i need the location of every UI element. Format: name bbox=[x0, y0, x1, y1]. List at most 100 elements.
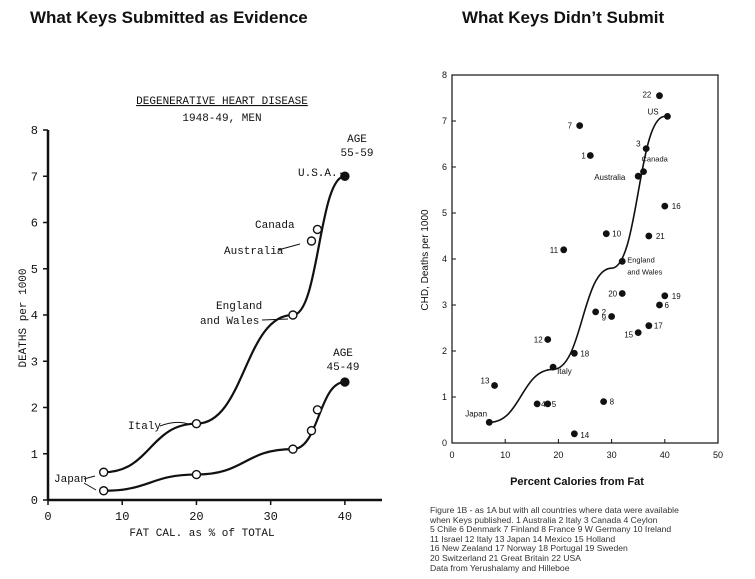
data-point bbox=[656, 92, 663, 100]
y-tick-label: 2 bbox=[31, 402, 38, 416]
italy-pointer bbox=[159, 421, 189, 427]
point-label: 22 bbox=[642, 91, 651, 100]
point-label: and Wales bbox=[627, 267, 662, 276]
point-label: US bbox=[647, 107, 658, 116]
x-tick-label: 50 bbox=[713, 450, 723, 460]
data-point bbox=[634, 172, 642, 180]
point-label: 3 bbox=[636, 140, 641, 149]
point-label: 5 bbox=[552, 400, 557, 409]
caption-line: 20 Switzerland 21 Great Britain 22 USA bbox=[430, 552, 581, 563]
point-label: England bbox=[627, 255, 655, 264]
england-label: England bbox=[216, 301, 262, 313]
data-point bbox=[640, 168, 647, 176]
point-label: 13 bbox=[481, 377, 490, 386]
point-label: 17 bbox=[654, 322, 663, 331]
y-tick-label: 4 bbox=[442, 254, 447, 264]
point-label: 15 bbox=[624, 331, 633, 340]
x-tick-label: 30 bbox=[607, 450, 617, 460]
chart-subtitle: 1948-49, MEN bbox=[182, 113, 261, 125]
age-label-young: 45-49 bbox=[326, 362, 359, 374]
x-tick-label: 20 bbox=[553, 450, 563, 460]
data-point-age-55-59 bbox=[191, 418, 202, 429]
y-tick-label: 7 bbox=[31, 170, 38, 184]
data-point bbox=[586, 152, 594, 159]
x-tick-label: 40 bbox=[660, 450, 670, 460]
y-tick-label: 6 bbox=[31, 217, 38, 231]
point-label: 9 bbox=[602, 314, 607, 323]
data-point bbox=[618, 257, 626, 265]
right-chart-heading: What Keys Didn’t Submit bbox=[462, 8, 665, 27]
point-label: 1 bbox=[581, 152, 586, 161]
x-tick-label: 10 bbox=[500, 450, 510, 460]
point-label: Italy bbox=[557, 367, 572, 376]
x-tick-label: 10 bbox=[115, 510, 129, 524]
y-tick-label: 0 bbox=[442, 438, 447, 448]
data-point bbox=[642, 145, 650, 153]
series-line-age-55-59 bbox=[103, 175, 346, 474]
y-tick-label: 4 bbox=[31, 309, 38, 323]
x-tick-label: 30 bbox=[263, 510, 277, 524]
age-label-old: AGE bbox=[347, 134, 367, 146]
data-point bbox=[485, 418, 493, 426]
data-point bbox=[645, 232, 653, 240]
data-point bbox=[618, 290, 626, 297]
x-tick-label: 0 bbox=[44, 510, 51, 524]
data-point bbox=[592, 308, 600, 316]
england-label: and Wales bbox=[200, 316, 259, 328]
point-label: 19 bbox=[672, 292, 681, 301]
x-tick-label: 40 bbox=[338, 510, 352, 524]
caption-line: 5 Chile 6 Denmark 7 Finland 8 France 9 W… bbox=[430, 524, 672, 535]
data-point-age-45-49 bbox=[191, 469, 202, 480]
point-label: Canada bbox=[642, 155, 669, 164]
y-tick-label: 6 bbox=[442, 162, 447, 172]
data-point bbox=[491, 382, 498, 389]
data-point bbox=[570, 349, 578, 357]
canada-label: Canada bbox=[255, 220, 295, 232]
data-point bbox=[661, 292, 669, 300]
data-point-age-45-49 bbox=[306, 425, 317, 436]
data-point-age-55-59 bbox=[98, 467, 109, 477]
data-point-age-45-49 bbox=[340, 377, 350, 387]
data-point bbox=[600, 398, 608, 405]
data-point-age-55-59 bbox=[306, 236, 317, 246]
data-point-age-45-49 bbox=[98, 486, 109, 496]
x-tick-label: 0 bbox=[449, 450, 454, 460]
y-tick-label: 5 bbox=[31, 263, 38, 277]
y-tick-label: 1 bbox=[31, 448, 38, 462]
data-point bbox=[576, 122, 584, 129]
japan-pointer bbox=[83, 482, 97, 491]
data-point bbox=[544, 336, 552, 343]
data-point bbox=[608, 313, 615, 320]
australia-label: Australia bbox=[224, 246, 284, 258]
point-label: 11 bbox=[550, 246, 559, 255]
figure-caption: Figure 1B - as 1A but with all countries… bbox=[430, 505, 752, 573]
y-tick-label: 8 bbox=[31, 124, 38, 138]
data-point bbox=[570, 430, 578, 438]
point-label: 7 bbox=[568, 122, 573, 131]
data-point bbox=[533, 400, 541, 408]
data-point-age-55-59 bbox=[312, 224, 323, 235]
australia-pointer bbox=[277, 243, 301, 251]
caption-line: 16 New Zealand 17 Norway 18 Portugal 19 … bbox=[430, 543, 628, 554]
usa-label: U.S.A. bbox=[298, 168, 338, 180]
y-axis-label: CHD, Deaths per 1000 bbox=[420, 209, 431, 311]
y-tick-label: 5 bbox=[442, 208, 447, 218]
y-tick-label: 0 bbox=[31, 494, 38, 508]
data-point bbox=[634, 329, 642, 336]
data-point bbox=[549, 363, 557, 371]
y-tick-label: 3 bbox=[31, 355, 38, 369]
point-label: 6 bbox=[664, 301, 669, 310]
y-tick-label: 2 bbox=[442, 346, 447, 356]
usa-pointer bbox=[339, 172, 349, 176]
y-tick-label: 8 bbox=[442, 70, 447, 80]
point-label: 18 bbox=[580, 349, 589, 358]
point-label: 12 bbox=[534, 336, 543, 345]
point-label: 20 bbox=[608, 290, 617, 299]
england-pointer bbox=[261, 318, 289, 321]
point-label: 21 bbox=[656, 232, 665, 241]
plot-frame bbox=[451, 74, 719, 444]
x-axis-label: FAT CAL. as % of TOTAL bbox=[129, 528, 274, 540]
data-point bbox=[664, 113, 671, 120]
